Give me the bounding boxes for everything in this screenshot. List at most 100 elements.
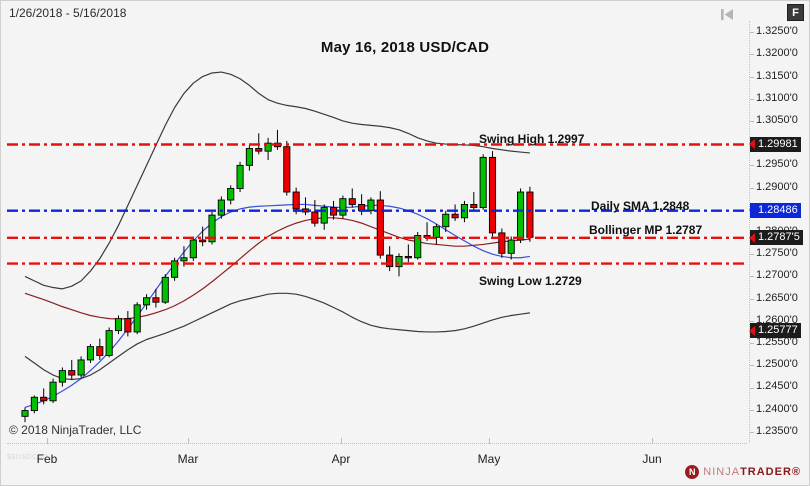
price-tag-arrow-icon xyxy=(749,139,755,149)
candle xyxy=(311,200,319,227)
price-tick-mark xyxy=(750,98,754,100)
time-tick-mark xyxy=(341,438,342,444)
candle xyxy=(152,288,160,308)
candle xyxy=(245,145,253,171)
price-tick-mark xyxy=(750,32,754,34)
price-tick-mark xyxy=(750,320,754,322)
candle xyxy=(114,315,123,335)
candle xyxy=(526,186,534,242)
brand-name-light: NINJA xyxy=(703,466,741,478)
candle xyxy=(348,188,356,208)
candle xyxy=(133,302,141,335)
candle xyxy=(479,154,487,210)
price-tick-label: 1.2350'0 xyxy=(756,424,798,437)
time-tick-mark xyxy=(652,438,653,444)
price-tag-label: 1.2787'5 xyxy=(758,231,800,244)
time-tick-mark xyxy=(489,438,490,444)
price-tag[interactable]: 1.29981 xyxy=(749,136,801,152)
price-tick-mark xyxy=(750,343,754,345)
price-tick-label: 1.2750'0 xyxy=(756,247,798,260)
price-tag-label: 1.25777 xyxy=(758,324,798,337)
candle xyxy=(40,388,48,405)
price-tick-label: 1.2400'0 xyxy=(756,402,798,415)
series-line xyxy=(24,217,530,320)
price-tick-label: 1.3250'0 xyxy=(756,25,798,38)
time-tick-label: Jun xyxy=(642,452,662,466)
price-tag-label: 1.29981 xyxy=(758,137,798,150)
price-tick-label: 1.3200'0 xyxy=(756,47,798,60)
price-tag-label: 1.28486 xyxy=(758,203,798,216)
candle xyxy=(395,253,403,277)
price-tag[interactable]: 1.2787'5 xyxy=(749,230,803,246)
series-line xyxy=(24,203,530,409)
candle xyxy=(367,197,375,215)
annotation-bollinger-mp: Bollinger MP 1.2787 xyxy=(589,223,703,237)
price-tag-arrow-icon xyxy=(749,205,755,216)
candle xyxy=(227,185,235,205)
time-tick-mark xyxy=(188,438,189,444)
price-tag[interactable]: 1.25777 xyxy=(749,323,801,339)
candle xyxy=(96,338,104,360)
candle xyxy=(507,236,515,260)
candle xyxy=(171,257,179,281)
price-tag-arrow-icon xyxy=(749,232,755,243)
price-axis[interactable]: 1.3250'0 1.3200'0 1.3150'0 1.3100'0 1.3050'0… xyxy=(749,21,810,443)
price-tick-label: 1.2600'0 xyxy=(756,313,798,326)
price-tick-mark xyxy=(750,276,754,278)
brand-wordmark: NINJATRADER® xyxy=(703,466,801,478)
annotation-swing-high: Swing High 1.2997 xyxy=(479,132,585,146)
candle xyxy=(320,204,328,230)
price-tick-label: 1.2900'0 xyxy=(756,180,798,193)
candle xyxy=(86,343,94,364)
price-tag[interactable]: 1.28486 xyxy=(749,202,801,218)
price-tick-label: 1.2650'0 xyxy=(756,291,798,304)
candle xyxy=(432,224,440,245)
instrument-watermark: $$USDCAD xyxy=(7,454,49,461)
candle xyxy=(105,327,113,358)
candle xyxy=(488,151,497,237)
price-tick-mark xyxy=(750,76,754,78)
price-tick-label: 1.3100'0 xyxy=(756,91,798,104)
candle xyxy=(142,294,151,310)
candle xyxy=(283,140,291,196)
price-tag-arrow-icon xyxy=(749,325,755,336)
candle xyxy=(414,232,422,260)
price-tick-mark xyxy=(750,387,754,389)
series-line xyxy=(24,292,530,381)
candle xyxy=(161,274,169,304)
price-tick-label: 1.2550'0 xyxy=(756,336,798,349)
page-title: May 16, 2018 USD/CAD xyxy=(320,39,490,56)
candle xyxy=(236,161,244,193)
series-line xyxy=(24,71,530,290)
price-tick-mark xyxy=(750,409,754,411)
price-tick-label: 1.2500'0 xyxy=(756,358,798,371)
candle xyxy=(208,212,216,245)
copyright-label: © 2018 NinjaTrader, LLC xyxy=(9,423,142,437)
candle xyxy=(386,246,394,272)
price-tick-mark xyxy=(750,165,754,167)
price-plot-area[interactable] xyxy=(7,21,747,443)
candle xyxy=(77,356,85,379)
price-tick-mark xyxy=(750,254,754,256)
price-tick-mark xyxy=(750,54,754,56)
time-tick-label: Apr xyxy=(331,452,351,466)
candle xyxy=(58,367,66,387)
candle xyxy=(404,244,412,263)
candle xyxy=(470,192,478,211)
price-tick-label: 1.2950'0 xyxy=(756,158,798,171)
brand-name-bold: TRADER® xyxy=(740,466,801,478)
time-axis[interactable]: Feb Mar Apr May Jun xyxy=(7,438,747,473)
time-tick-label: Feb xyxy=(36,452,58,466)
f-toggle-button[interactable]: F xyxy=(787,4,804,21)
candle xyxy=(217,196,225,219)
price-tick-label: 1.2700'0 xyxy=(756,269,798,282)
skip-previous-icon[interactable] xyxy=(717,5,737,23)
price-tick-label: 1.3150'0 xyxy=(756,69,798,82)
candle xyxy=(442,210,450,232)
price-tick-mark xyxy=(750,120,754,122)
annotation-daily-sma: Daily SMA 1.2848 xyxy=(591,199,690,213)
candle xyxy=(498,228,506,258)
candle xyxy=(358,194,366,216)
ninjatrader-brand: N NINJATRADER® xyxy=(685,465,801,479)
